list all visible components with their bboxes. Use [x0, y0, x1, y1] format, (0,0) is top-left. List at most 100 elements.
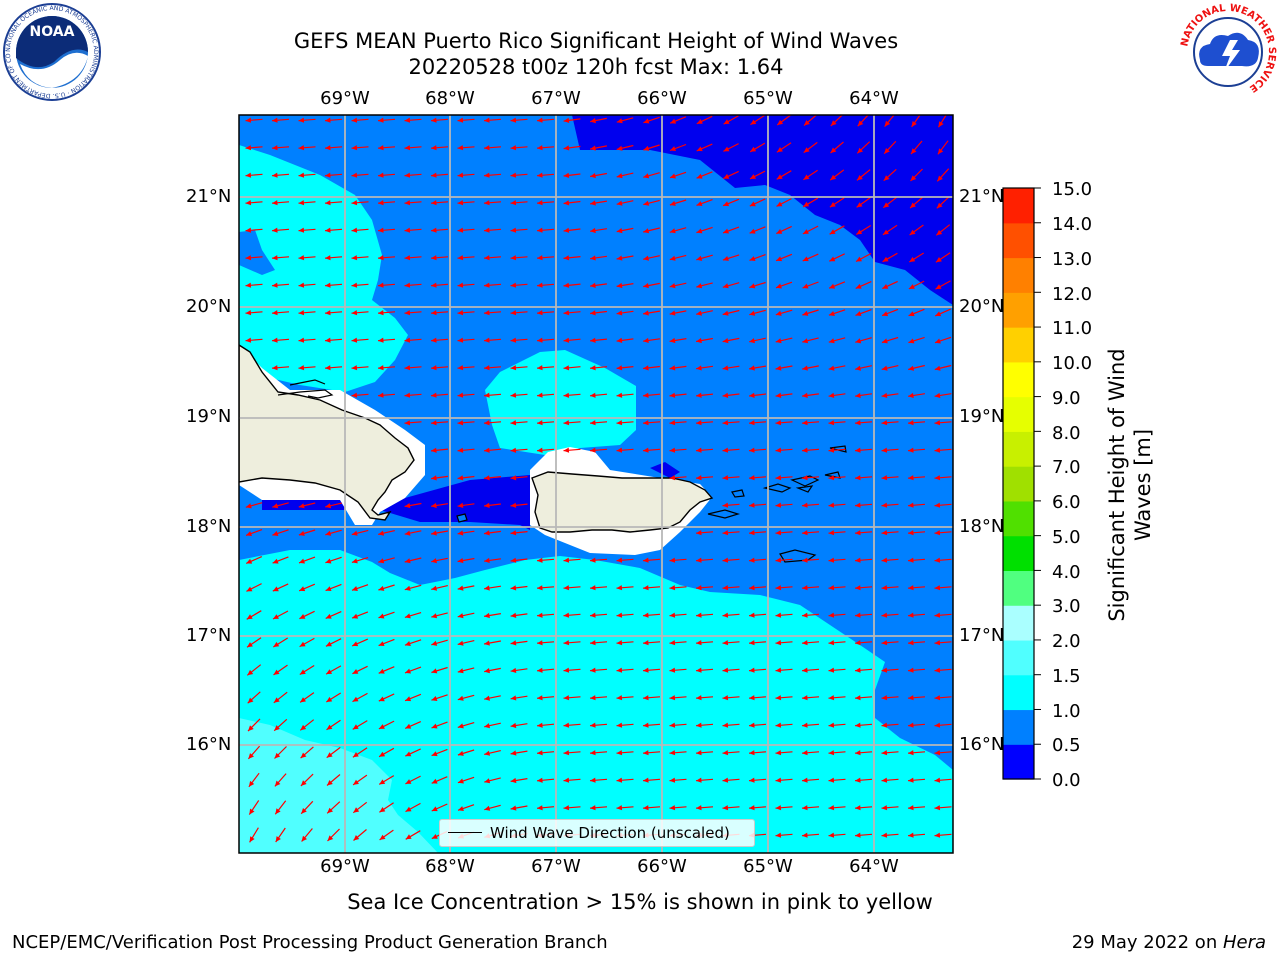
- wave-direction-arrowhead: [935, 338, 941, 344]
- wave-direction-arrowhead: [802, 310, 809, 316]
- wave-direction-arrowhead: [510, 695, 517, 701]
- wave-direction-arrowhead: [431, 392, 437, 398]
- wave-direction-arrowhead: [750, 146, 757, 152]
- lon-label-bottom-69w: 69°W: [320, 856, 370, 877]
- wave-direction-arrowhead: [855, 695, 861, 701]
- wave-direction-arrowhead: [749, 365, 755, 371]
- wave-direction-arrowhead: [749, 612, 755, 618]
- wave-direction-arrowhead: [404, 117, 411, 123]
- wave-direction-arrowhead: [723, 173, 730, 179]
- wave-direction-arrowhead: [563, 750, 570, 756]
- wave-direction-arrowhead: [696, 310, 702, 316]
- lat-label-right-18n: 18°N: [959, 516, 1005, 537]
- wave-direction-arrowhead: [352, 669, 359, 674]
- wave-direction-arrowhead: [457, 558, 464, 564]
- wave-direction-arrowhead: [669, 337, 676, 344]
- wave-direction-arrowhead: [484, 420, 490, 426]
- wave-direction-arrowhead: [857, 147, 863, 154]
- chart-title: GEFS MEAN Puerto Rico Significant Height…: [293, 29, 899, 53]
- wave-direction-arrowhead: [855, 283, 862, 289]
- wave-direction-arrowhead: [325, 558, 332, 564]
- land-puerto-rico: [531, 471, 714, 533]
- wave-direction-arrowhead: [723, 119, 730, 125]
- wave-direction-arrowhead: [298, 255, 305, 261]
- wave-direction-arrowhead: [855, 502, 861, 508]
- wave-direction-arrowhead: [484, 668, 490, 674]
- colorbar-segment: [1003, 500, 1034, 537]
- wave-direction-arrowhead: [881, 365, 888, 371]
- wave-direction-arrowhead: [404, 530, 411, 536]
- wave-direction-arrowhead: [245, 172, 252, 178]
- wave-direction-arrowhead: [616, 420, 623, 426]
- wave-direction-arrowhead: [510, 777, 517, 784]
- colorbar-tick: 3.0: [1052, 596, 1081, 617]
- wave-direction-arrowhead: [908, 722, 914, 728]
- wave-direction-arrowhead: [776, 147, 783, 153]
- wave-direction-arrowhead: [300, 724, 307, 731]
- wave-direction-arrowhead: [696, 283, 703, 289]
- wave-direction-arrowhead: [802, 392, 808, 398]
- wave-direction-arrowhead: [379, 779, 386, 785]
- wave-direction-arrowhead: [643, 805, 649, 811]
- wave-direction-arrowhead: [590, 612, 596, 618]
- wave-direction-arrowhead: [669, 722, 676, 728]
- wave-direction-arrowhead: [722, 557, 729, 563]
- wave-direction-arrowhead: [378, 696, 385, 702]
- wave-direction-arrowhead: [669, 365, 676, 371]
- wave-direction-arrowhead: [563, 420, 570, 426]
- wave-direction-arrowhead: [590, 255, 596, 261]
- wave-direction-arrowhead: [855, 750, 861, 756]
- wave-direction-arrowhead: [510, 227, 517, 233]
- wave-direction-arrowhead: [431, 640, 438, 646]
- wave-direction-arrowhead: [749, 585, 755, 591]
- wave-direction-arrowhead: [749, 338, 755, 344]
- contour-fills: [239, 115, 953, 853]
- wave-direction-arrowhead: [299, 641, 306, 647]
- wave-direction-arrowhead: [298, 200, 305, 206]
- wave-direction-arrowhead: [272, 558, 279, 564]
- wave-direction-arrowhead: [934, 585, 941, 591]
- legend-line-swatch: [448, 832, 482, 833]
- wave-direction-arrowhead: [537, 612, 543, 618]
- wave-direction-arrowhead: [804, 120, 810, 126]
- wave-direction-arrowhead: [643, 612, 649, 618]
- wave-direction-arrowhead: [563, 612, 570, 618]
- wave-direction-arrowhead: [722, 667, 729, 673]
- colorbar-segment: [1003, 466, 1034, 502]
- wave-direction-arrowhead: [325, 282, 331, 288]
- wave-direction-arrowhead: [643, 777, 649, 783]
- colorbar-segment: [1003, 674, 1034, 711]
- colorbar-segment: [1003, 431, 1034, 467]
- wave-direction-arrowhead: [881, 722, 888, 728]
- wave-direction-arrowhead: [273, 669, 280, 675]
- wave-direction-arrowhead: [378, 365, 384, 371]
- wave-direction-arrowhead: [855, 805, 861, 811]
- wave-direction-arrowhead: [670, 146, 676, 151]
- wave-direction-arrowhead: [404, 227, 411, 233]
- wave-direction-arrowhead: [378, 282, 384, 288]
- wave-direction-arrowhead: [537, 117, 543, 123]
- wave-direction-arrowhead: [404, 310, 411, 316]
- wave-direction-arrowhead: [616, 805, 623, 811]
- wave-direction-arrowhead: [616, 612, 623, 618]
- wave-direction-arrowhead: [722, 283, 729, 289]
- wave-direction-arrowhead: [696, 201, 703, 206]
- lat-label-right-17n: 17°N: [959, 625, 1005, 646]
- land-hispaniola-north-coast: [277, 379, 334, 399]
- wave-direction-arrowhead: [749, 722, 755, 728]
- wave-direction-arrowhead: [855, 392, 861, 398]
- wave-direction-arrowhead: [669, 310, 676, 316]
- lat-label-right-20n: 20°N: [959, 296, 1005, 317]
- wave-direction-arrowhead: [643, 722, 649, 728]
- wave-direction-arrowhead: [669, 557, 676, 563]
- wave-direction-arrowhead: [828, 447, 835, 453]
- wave-direction-arrowhead: [750, 119, 757, 125]
- wave-direction-arrowhead: [722, 420, 729, 426]
- wave-direction-arrowhead: [379, 751, 386, 757]
- wave-direction-arrowhead: [775, 530, 782, 536]
- wave-direction-arrowhead: [908, 777, 914, 783]
- wave-direction-arrowhead: [828, 475, 835, 481]
- wave-direction-arrowhead: [882, 256, 889, 262]
- wave-direction-arrowhead: [828, 832, 835, 838]
- wave-direction-arrowhead: [537, 365, 543, 371]
